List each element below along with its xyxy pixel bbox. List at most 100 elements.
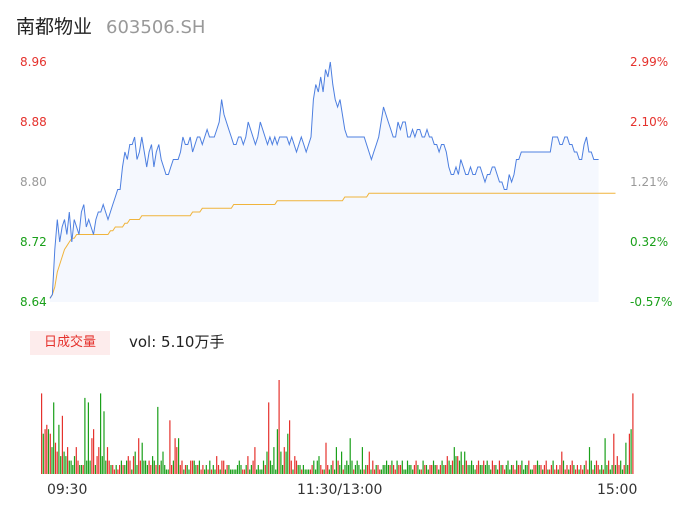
volume-bar [278, 380, 280, 474]
volume-bar [424, 465, 426, 474]
volume-bar [233, 469, 235, 474]
volume-bar [566, 465, 568, 474]
volume-bar [100, 393, 102, 474]
volume-bar [429, 465, 431, 474]
time-label-open: 09:30 [47, 482, 88, 498]
volume-bar [129, 460, 131, 474]
volume-bar [446, 456, 448, 474]
volume-bar [186, 465, 188, 474]
volume-bar [295, 460, 298, 474]
volume-bar [448, 460, 450, 474]
volume-bar [510, 465, 513, 474]
volume-bar [54, 442, 57, 474]
volume-bar [521, 460, 523, 474]
volume-bar [184, 465, 187, 474]
volume-bar [595, 460, 598, 474]
volume-bar [289, 420, 291, 474]
volume-bar [562, 460, 565, 474]
volume-bar [627, 465, 629, 474]
volume-bar [410, 465, 412, 474]
stock-name: 南都物业 [16, 16, 93, 38]
volume-bar [349, 438, 351, 474]
volume-bar [122, 465, 124, 474]
volume-bar [292, 469, 294, 474]
average-price-line [49, 192, 616, 299]
volume-bar [214, 469, 216, 474]
volume-bar [315, 469, 317, 474]
volume-bar [334, 469, 336, 474]
volume-bar [132, 456, 135, 474]
volume-bar [457, 456, 459, 474]
volume-bars [41, 380, 634, 474]
volume-bar [360, 469, 362, 474]
volume-bar [420, 469, 422, 474]
volume-bar [559, 465, 561, 474]
pct-label-lower: 0.32% [630, 235, 669, 249]
volume-bar [453, 447, 455, 474]
volume-bar [283, 447, 285, 474]
volume-bar [86, 460, 88, 474]
volume-bar [413, 465, 415, 474]
volume-bar [502, 465, 504, 474]
volume-bar [179, 465, 181, 474]
volume-bar [391, 460, 393, 474]
volume-bar [53, 402, 55, 474]
volume-bar [93, 429, 95, 474]
volume-bar [162, 451, 164, 474]
volume-bar [259, 469, 261, 474]
volume-bar [347, 465, 350, 474]
volume-bar [110, 465, 112, 474]
volume-bar [330, 465, 332, 474]
volume-bar [477, 460, 480, 474]
price-label-lower: 8.72 [20, 235, 47, 249]
volume-bar [238, 460, 240, 474]
volume-bar [219, 469, 221, 474]
volume-bar [280, 451, 282, 474]
volume-bar [117, 469, 119, 474]
volume-bar [358, 465, 360, 474]
volume-bar [158, 465, 161, 474]
volume-bar [257, 465, 259, 474]
volume-bar [167, 469, 169, 474]
time-label-midday: 11:30/13:00 [297, 482, 383, 498]
volume-bar [200, 469, 202, 474]
volume-bar [297, 465, 299, 474]
volume-bar [620, 460, 622, 474]
volume-bar [51, 447, 53, 474]
volume-bar [308, 469, 310, 474]
time-label-close: 15:00 [597, 482, 638, 498]
volume-bar [580, 465, 582, 474]
volume-bar [458, 460, 461, 474]
volume-bar [504, 469, 506, 474]
volume-bar [365, 465, 367, 474]
volume-bar [96, 456, 98, 474]
volume-bar [554, 469, 556, 474]
volume-bar [89, 460, 91, 474]
volume-bar [80, 465, 83, 474]
volume-bar [124, 465, 126, 474]
volume-bar [250, 465, 252, 474]
volume-tag[interactable]: 日成交量 [30, 331, 110, 355]
volume-bar [61, 415, 63, 474]
volume-bar [328, 469, 330, 474]
volume-bar [467, 465, 469, 474]
volume-bar [290, 460, 292, 474]
volume-bar [557, 469, 559, 474]
volume-bar [387, 465, 389, 474]
volume-bar [517, 465, 519, 474]
volume-bar [611, 465, 613, 474]
volume-bar [231, 469, 233, 474]
volume-bar [575, 469, 577, 474]
volume-bar [481, 465, 483, 474]
volume-bar [210, 469, 213, 474]
price-label-high: 8.96 [20, 55, 47, 69]
volume-bar [198, 460, 200, 474]
volume-bar [262, 460, 265, 474]
volume-bar [361, 447, 363, 474]
volume-bar [134, 451, 136, 474]
volume-bar [550, 465, 552, 474]
volume-bar [228, 465, 230, 474]
volume-bar [632, 393, 634, 474]
volume-bar [368, 451, 370, 474]
volume-bar [247, 456, 249, 474]
